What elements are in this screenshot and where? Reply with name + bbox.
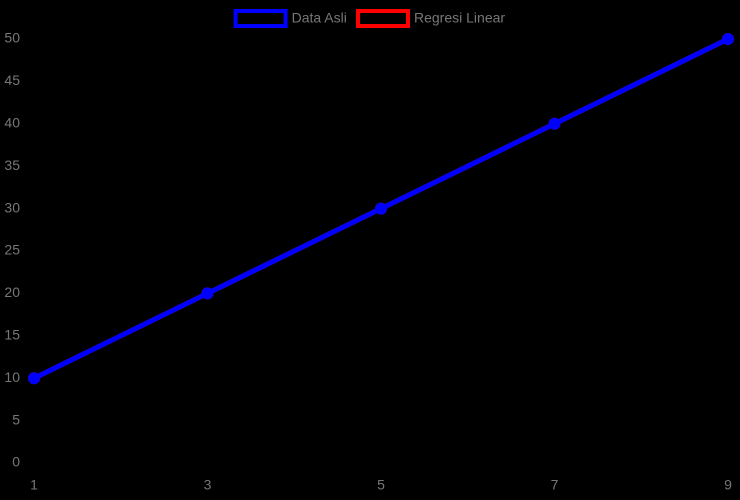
x-tick-label: 9	[724, 477, 732, 493]
data-point	[375, 202, 387, 215]
x-tick-label: 7	[551, 477, 559, 493]
x-tick-label: 1	[30, 477, 38, 493]
y-tick-label: 35	[4, 157, 20, 173]
legend-label[interactable]: Regresi Linear	[414, 10, 505, 26]
x-tick-label: 3	[204, 477, 212, 493]
legend-label[interactable]: Data Asli	[292, 10, 347, 26]
data-point	[28, 372, 40, 385]
y-tick-label: 20	[4, 284, 20, 300]
y-tick-label: 45	[4, 72, 20, 88]
y-tick-label: 50	[4, 30, 20, 46]
legend-swatch[interactable]	[356, 9, 410, 28]
y-tick-label: 30	[4, 199, 20, 215]
y-tick-label: 0	[12, 454, 20, 470]
y-tick-label: 15	[4, 327, 20, 343]
data-point	[548, 117, 561, 130]
x-tick-label: 5	[377, 477, 385, 493]
y-tick-label: 10	[4, 369, 20, 385]
data-point	[722, 33, 734, 45]
y-tick-label: 25	[4, 242, 20, 258]
legend-swatch[interactable]	[233, 9, 288, 28]
y-tick-label: 5	[12, 411, 20, 427]
data-point	[201, 287, 214, 300]
y-tick-label: 40	[4, 115, 20, 131]
